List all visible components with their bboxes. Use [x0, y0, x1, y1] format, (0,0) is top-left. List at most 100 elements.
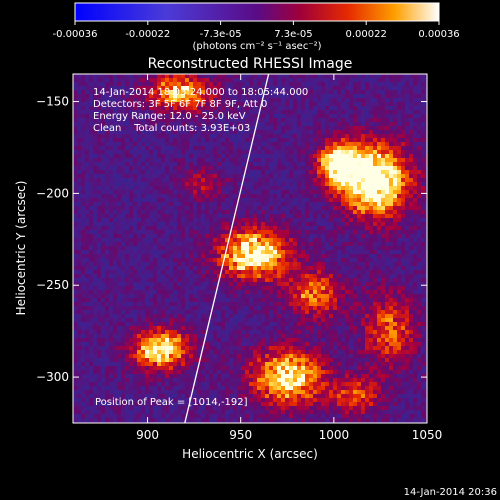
heatmap-cell: [77, 114, 81, 118]
heatmap-cell: [117, 126, 121, 130]
heatmap-cell: [173, 78, 177, 82]
heatmap-cell: [289, 118, 293, 122]
heatmap-cell: [77, 198, 81, 202]
heatmap-cell: [105, 134, 109, 138]
heatmap-cell: [229, 130, 233, 134]
heatmap-cell: [153, 82, 157, 86]
heatmap-cell: [333, 218, 337, 222]
heatmap-cell: [81, 74, 85, 78]
heatmap-cell: [105, 94, 109, 98]
heatmap-cell: [101, 158, 105, 162]
heatmap-cell: [81, 134, 85, 138]
heatmap-cell: [309, 234, 313, 238]
heatmap-cell: [169, 202, 173, 206]
heatmap-cell: [365, 106, 369, 110]
heatmap-cell: [413, 194, 417, 198]
heatmap-cell: [289, 206, 293, 210]
heatmap-cell: [373, 122, 377, 126]
heatmap-cell: [149, 266, 153, 270]
heatmap-cell: [185, 174, 189, 178]
heatmap-cell: [81, 246, 85, 250]
heatmap-cell: [105, 186, 109, 190]
heatmap-cell: [361, 258, 365, 262]
heatmap-cell: [117, 118, 121, 122]
heatmap-cell: [145, 266, 149, 270]
heatmap-cell: [321, 122, 325, 126]
heatmap-cell: [73, 230, 77, 234]
heatmap-cell: [389, 174, 393, 178]
heatmap-cell: [385, 174, 389, 178]
heatmap-cell: [149, 82, 153, 86]
heatmap-cell: [225, 150, 229, 154]
heatmap-cell: [353, 98, 357, 102]
heatmap-cell: [301, 242, 305, 246]
heatmap-cell: [165, 198, 169, 202]
heatmap-cell: [269, 106, 273, 110]
heatmap-cell: [297, 246, 301, 250]
heatmap-cell: [85, 218, 89, 222]
heatmap-cell: [341, 94, 345, 98]
heatmap-cell: [409, 202, 413, 206]
heatmap-cell: [113, 186, 117, 190]
heatmap-cell: [113, 230, 117, 234]
heatmap-cell: [253, 262, 257, 266]
heatmap-cell: [101, 118, 105, 122]
heatmap-cell: [405, 210, 409, 214]
heatmap-cell: [85, 166, 89, 170]
heatmap-cell: [133, 82, 137, 86]
heatmap-cell: [81, 242, 85, 246]
heatmap-cell: [237, 162, 241, 166]
heatmap-cell: [205, 78, 209, 82]
heatmap-cell: [317, 294, 321, 298]
heatmap-cell: [89, 114, 93, 118]
heatmap-cell: [373, 270, 377, 274]
heatmap-cell: [397, 250, 401, 254]
heatmap-cell: [217, 138, 221, 142]
heatmap-cell: [129, 202, 133, 206]
heatmap-cell: [261, 290, 265, 294]
heatmap-cell: [129, 226, 133, 230]
heatmap-cell: [93, 294, 97, 298]
heatmap-cell: [361, 202, 365, 206]
heatmap-cell: [377, 90, 381, 94]
heatmap-cell: [73, 194, 77, 198]
heatmap-cell: [317, 166, 321, 170]
heatmap-cell: [285, 170, 289, 174]
heatmap-cell: [293, 122, 297, 126]
heatmap-cell: [313, 246, 317, 250]
heatmap-cell: [121, 198, 125, 202]
heatmap-cell: [133, 250, 137, 254]
heatmap-cell: [157, 98, 161, 102]
heatmap-cell: [229, 82, 233, 86]
heatmap-cell: [349, 102, 353, 106]
heatmap-cell: [261, 170, 265, 174]
heatmap-cell: [257, 258, 261, 262]
heatmap-cell: [93, 134, 97, 138]
heatmap-cell: [169, 242, 173, 246]
heatmap-cell: [213, 234, 217, 238]
heatmap-cell: [417, 214, 421, 218]
heatmap-cell: [189, 94, 193, 98]
heatmap-cell: [241, 238, 245, 242]
heatmap-cell: [141, 262, 145, 266]
heatmap-cell: [197, 178, 201, 182]
heatmap-cell: [321, 290, 325, 294]
heatmap-cell: [189, 170, 193, 174]
heatmap-cell: [369, 214, 373, 218]
heatmap-cell: [253, 226, 257, 230]
heatmap-cell: [389, 102, 393, 106]
heatmap-cell: [357, 242, 361, 246]
heatmap-cell: [149, 118, 153, 122]
heatmap-cell: [261, 74, 265, 78]
heatmap-cell: [273, 150, 277, 154]
heatmap-cell: [357, 110, 361, 114]
heatmap-cell: [133, 166, 137, 170]
heatmap-cell: [177, 122, 181, 126]
heatmap-cell: [413, 278, 417, 282]
heatmap-cell: [189, 190, 193, 194]
heatmap-cell: [305, 234, 309, 238]
heatmap-cell: [297, 282, 301, 286]
heatmap-cell: [305, 214, 309, 218]
heatmap-cell: [365, 114, 369, 118]
heatmap-cell: [321, 182, 325, 186]
